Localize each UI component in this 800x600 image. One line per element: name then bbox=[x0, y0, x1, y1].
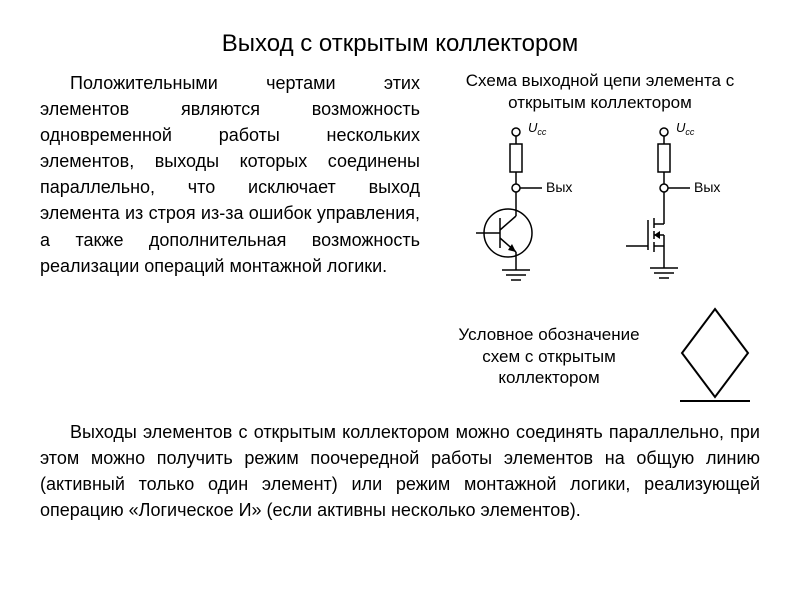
bjt-circuit-diagram: Ucc Вых bbox=[456, 118, 596, 293]
output-label-right: Вых bbox=[694, 179, 720, 195]
upper-row: Положительными чертами этих элементов яв… bbox=[40, 70, 760, 411]
left-paragraph: Положительными чертами этих элементов яв… bbox=[40, 70, 420, 411]
ucc-label-left: Ucc bbox=[528, 120, 547, 137]
mosfet-circuit-diagram: Ucc Вых bbox=[604, 118, 744, 293]
page-title: Выход с открытым коллектором bbox=[40, 30, 760, 58]
bottom-paragraph: Выходы элементов с открытым коллектором … bbox=[40, 419, 760, 523]
diagram-caption: Схема выходной цепи элемента с открытым … bbox=[440, 70, 760, 114]
right-column: Схема выходной цепи элемента с открытым … bbox=[440, 70, 760, 411]
output-label-left: Вых bbox=[546, 179, 572, 195]
circuit-diagrams: Ucc Вых bbox=[440, 118, 760, 293]
symbol-caption: Условное обозначение схем с открытым кол… bbox=[440, 324, 658, 388]
open-collector-symbol bbox=[670, 301, 760, 411]
symbol-row: Условное обозначение схем с открытым кол… bbox=[440, 301, 760, 411]
ucc-label-right: Ucc bbox=[676, 120, 695, 137]
